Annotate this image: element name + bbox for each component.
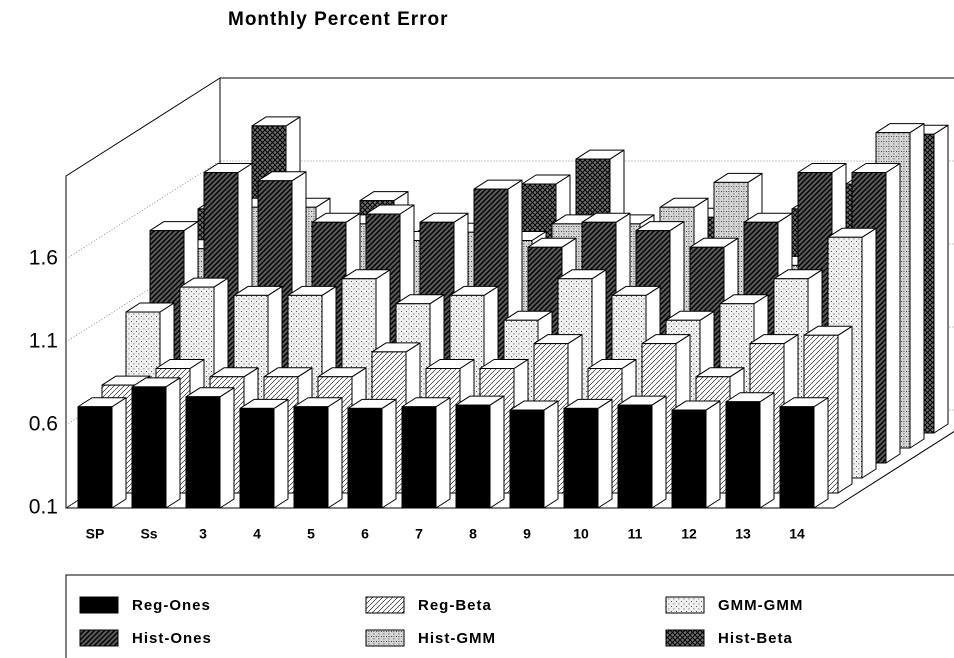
bar-front [131,386,167,509]
bar-side [381,398,397,509]
bar-side [543,400,559,509]
x-tick-label: 14 [789,526,805,542]
bar-front [671,409,707,509]
legend-label: Hist-Ones [132,630,212,647]
bar [779,397,829,509]
bar-side [861,227,877,479]
x-tick-label: 7 [415,526,423,542]
x-tick-label: 6 [361,526,369,542]
x-tick-label: 5 [307,526,315,542]
legend-swatch [665,629,705,647]
x-tick-label: 12 [681,526,697,542]
x-tick-label: Ss [140,526,157,542]
x-tick-label: SP [86,526,105,542]
chart-title: Monthly Percent Error [228,9,449,30]
bar [671,400,721,509]
bar-side [705,400,721,509]
legend-label: Hist-Beta [718,630,793,647]
bar-side [327,397,343,509]
legend-label: GMM-GMM [718,597,803,614]
bar-side [111,397,127,509]
y-tick-label: 0.6 [29,413,58,436]
x-tick-label: 9 [523,526,531,542]
bar [131,377,181,509]
bar-front [185,396,221,509]
bar-side [813,397,829,509]
bar-front [401,406,437,509]
bar-front [725,401,761,509]
bar [185,387,235,509]
bar-side [219,387,235,509]
bar [77,397,127,509]
bar-front [347,407,383,509]
bar-side [165,377,181,509]
x-tick-label: 10 [573,526,589,542]
bar [239,398,289,509]
bar-side [909,123,925,449]
bar-front [455,404,491,509]
grid-line [65,243,954,343]
bar [293,397,343,509]
x-tick-label: 8 [469,526,477,542]
bar-front [77,406,113,509]
bar [347,398,397,509]
bar-front [563,407,599,509]
y-tick-label: 1.6 [29,247,58,270]
legend-label: Reg-Ones [132,597,211,614]
bar-front [617,404,653,509]
legend-swatch [79,596,119,614]
x-tick-label: 4 [253,526,261,542]
bar-front [239,407,275,509]
bar-side [435,397,451,509]
x-tick-label: 13 [735,526,751,542]
bar-front [293,406,329,509]
bar [401,397,451,509]
y-tick-label: 1.1 [29,330,58,353]
bar [563,398,613,509]
legend-swatch [365,629,405,647]
bar-side [651,395,667,509]
bar-side [759,392,775,509]
legend-label: Hist-GMM [418,630,496,647]
bar-side [597,398,613,509]
bar-front [509,409,545,509]
y-tick-label: 0.1 [29,496,58,519]
bar-side [885,163,901,464]
bar [509,400,559,509]
bar-side [837,325,853,494]
legend-swatch [79,629,119,647]
legend-box [65,574,954,658]
legend-swatch [365,596,405,614]
legend-swatch [665,596,705,614]
bar [455,395,505,509]
bar [617,395,667,509]
x-tick-label: 11 [628,526,643,542]
bar-front [779,406,815,509]
legend-label: Reg-Beta [418,597,492,614]
bar-side [273,398,289,509]
bar-side [489,395,505,509]
x-tick-label: 3 [199,526,207,542]
bar-side [933,124,949,434]
bar [725,392,775,509]
grid-line [65,160,954,260]
